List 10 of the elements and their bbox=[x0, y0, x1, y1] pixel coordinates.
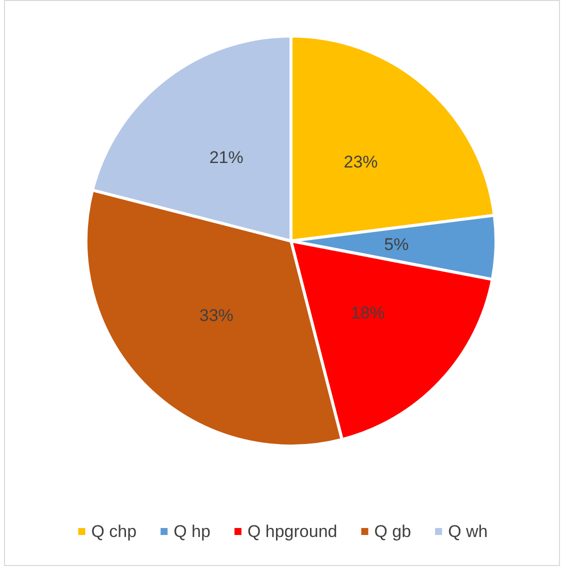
data-label: 33% bbox=[199, 306, 234, 326]
legend-label: Q hp bbox=[174, 522, 210, 541]
data-label: 18% bbox=[350, 304, 385, 323]
data-label: 5% bbox=[384, 234, 409, 254]
data-label: 21% bbox=[209, 148, 244, 168]
legend-label: Q wh bbox=[448, 522, 488, 541]
legend-label: Q chp bbox=[91, 522, 137, 541]
legend-label: Q gb bbox=[374, 522, 412, 541]
data-label: 23% bbox=[344, 152, 378, 172]
legend-label: Q hpground bbox=[247, 522, 338, 541]
